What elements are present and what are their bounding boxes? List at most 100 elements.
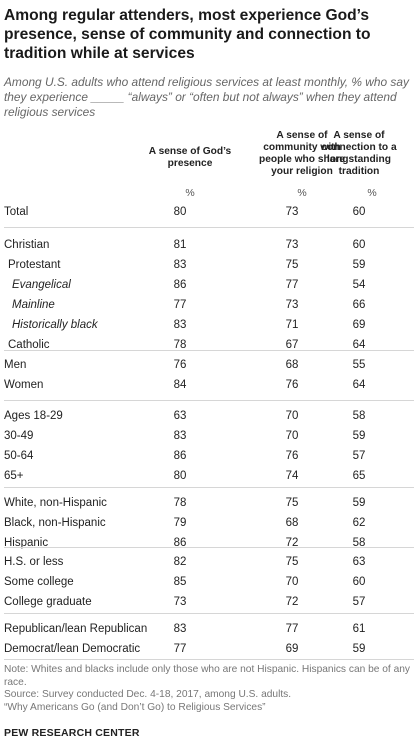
- row-label: Catholic: [8, 339, 50, 351]
- row-label: 50-64: [4, 450, 34, 462]
- row-value: 79: [173, 517, 187, 529]
- row-value: 60: [352, 206, 366, 218]
- row-value: 65: [352, 470, 366, 482]
- table-row: Black, non-Hispanic 79 68 62: [0, 514, 420, 534]
- row-value: 77: [173, 643, 187, 655]
- row-value: 78: [173, 339, 187, 351]
- row-label: Hispanic: [4, 537, 49, 549]
- table-row: Evangelical 86 77 54: [0, 276, 420, 296]
- row-label: Men: [4, 359, 27, 371]
- row-value: 75: [285, 556, 299, 568]
- row-value: 59: [352, 430, 366, 442]
- row-value: 54: [352, 279, 366, 291]
- row-value: 84: [173, 379, 187, 391]
- column-unit-gods-presence: %: [185, 187, 195, 199]
- chart-title: Among regular attenders, most experience…: [4, 7, 371, 62]
- row-value: 73: [285, 239, 299, 251]
- row-value: 70: [285, 430, 299, 442]
- row-value: 83: [173, 319, 187, 331]
- row-value: 72: [285, 596, 299, 608]
- table-row: Hispanic 86 72 58: [0, 534, 420, 554]
- row-value: 70: [285, 410, 299, 422]
- table-row: College graduate 73 72 57: [0, 593, 420, 613]
- row-value: 76: [285, 379, 299, 391]
- row-label: Democrat/lean Democratic: [4, 643, 141, 655]
- row-value: 57: [352, 596, 366, 608]
- row-value: 83: [173, 623, 187, 635]
- column-header-gods-presence: A sense of God’s presence: [148, 146, 232, 169]
- table-row: Christian 81 73 60: [0, 236, 420, 256]
- column-header-community: A sense of community with people who sha…: [258, 130, 346, 177]
- group-divider: [4, 487, 414, 488]
- row-label: 30-49: [4, 430, 34, 442]
- row-label: Republican/lean Republican: [4, 623, 148, 635]
- report-title-text: “Why Americans Go (and Don’t Go) to Reli…: [4, 702, 266, 713]
- row-value: 62: [352, 517, 366, 529]
- row-value: 72: [285, 537, 299, 549]
- row-value: 85: [173, 576, 187, 588]
- table-row: Total 80 73 60: [0, 203, 420, 223]
- row-value: 59: [352, 643, 366, 655]
- row-label: 65+: [4, 470, 24, 482]
- row-value: 73: [173, 596, 187, 608]
- row-label: Women: [4, 379, 44, 391]
- group-divider: [4, 400, 414, 401]
- group-divider: [4, 613, 414, 614]
- row-label: Mainline: [12, 299, 55, 311]
- row-label: College graduate: [4, 596, 92, 608]
- row-label: H.S. or less: [4, 556, 64, 568]
- row-value: 75: [285, 497, 299, 509]
- row-value: 74: [285, 470, 299, 482]
- table-row: Protestant 83 75 59: [0, 256, 420, 276]
- row-label: Protestant: [8, 259, 61, 271]
- row-label: Evangelical: [12, 279, 71, 291]
- table-row: 65+ 80 74 65: [0, 467, 420, 487]
- table-row: H.S. or less 82 75 63: [0, 553, 420, 573]
- table-row: Catholic 78 67 64: [0, 336, 420, 356]
- row-value: 82: [173, 556, 187, 568]
- chart-subtitle: Among U.S. adults who attend religious s…: [4, 75, 409, 119]
- row-value: 69: [352, 319, 366, 331]
- row-value: 81: [173, 239, 187, 251]
- table-row: Women 84 76 64: [0, 376, 420, 396]
- row-value: 59: [352, 259, 366, 271]
- table-row: Democrat/lean Democratic 77 69 59: [0, 640, 420, 660]
- row-value: 58: [352, 537, 366, 549]
- group-divider: [4, 227, 414, 228]
- row-value: 68: [285, 517, 299, 529]
- row-value: 76: [173, 359, 187, 371]
- footer-divider: [4, 659, 414, 660]
- row-value: 59: [352, 497, 366, 509]
- table-row: Republican/lean Republican 83 77 61: [0, 620, 420, 640]
- note-text: Note: Whites and blacks include only tho…: [4, 664, 411, 688]
- row-value: 63: [352, 556, 366, 568]
- row-value: 63: [173, 410, 187, 422]
- table-row: Mainline 77 73 66: [0, 296, 420, 316]
- row-value: 68: [285, 359, 299, 371]
- row-value: 86: [173, 450, 187, 462]
- row-value: 71: [285, 319, 299, 331]
- table-row: Historically black 83 71 69: [0, 316, 420, 336]
- row-value: 64: [352, 339, 366, 351]
- row-value: 83: [173, 430, 187, 442]
- row-value: 80: [173, 470, 187, 482]
- row-value: 70: [285, 576, 299, 588]
- row-value: 57: [352, 450, 366, 462]
- row-value: 69: [285, 643, 299, 655]
- row-value: 67: [285, 339, 299, 351]
- row-value: 80: [173, 206, 187, 218]
- table-row: 50-64 86 76 57: [0, 447, 420, 467]
- row-label: Total: [4, 206, 29, 218]
- row-value: 75: [285, 259, 299, 271]
- row-value: 73: [285, 299, 299, 311]
- row-value: 55: [352, 359, 366, 371]
- row-value: 86: [173, 537, 187, 549]
- row-value: 77: [285, 623, 299, 635]
- row-value: 86: [173, 279, 187, 291]
- row-value: 73: [285, 206, 299, 218]
- row-value: 61: [352, 623, 366, 635]
- row-label: Some college: [4, 576, 74, 588]
- row-value: 58: [352, 410, 366, 422]
- row-value: 64: [352, 379, 366, 391]
